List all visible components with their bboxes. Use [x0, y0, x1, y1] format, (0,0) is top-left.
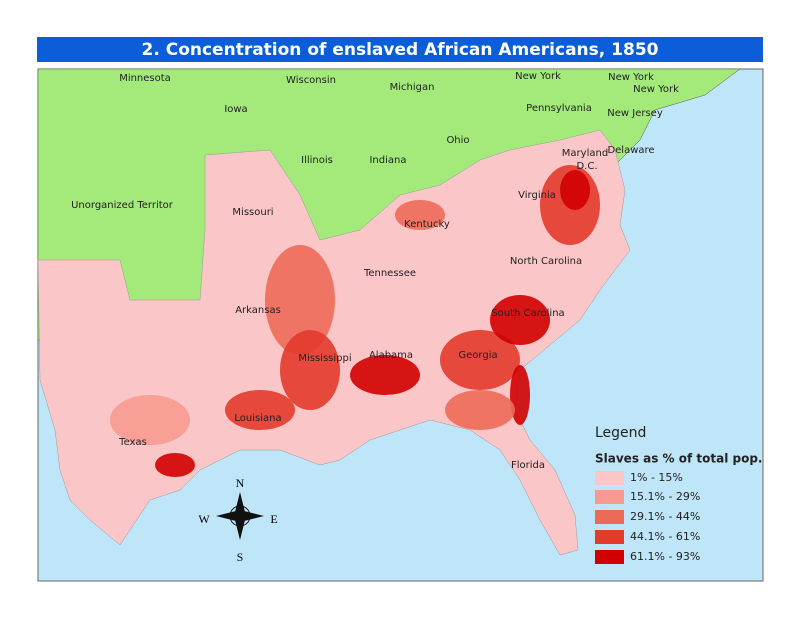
legend-label: 1% - 15%: [630, 471, 683, 484]
map: N S E W Minnesota Wisconsin Michigan New…: [37, 68, 764, 582]
slave-states: [37, 129, 631, 556]
concentration-areas: [110, 165, 600, 477]
compass-e: E: [270, 512, 277, 526]
state-label: Alabama: [369, 350, 413, 361]
state-label: New York: [608, 72, 654, 83]
state-label: Michigan: [390, 82, 435, 93]
state-label: Virginia: [518, 190, 556, 201]
title-bar: [37, 37, 763, 62]
state-label: Texas: [118, 437, 147, 448]
state-label: Arkansas: [235, 305, 281, 316]
legend-subtitle: Slaves as % of total pop.: [595, 452, 762, 466]
legend-title: Legend: [595, 425, 646, 441]
legend-label: 44.1% - 61%: [630, 530, 700, 543]
legend-label: 61.1% - 93%: [630, 550, 700, 563]
state-labels: Minnesota Wisconsin Michigan New York Ne…: [71, 71, 679, 471]
state-label: Illinois: [301, 155, 333, 166]
state-label: Iowa: [224, 104, 247, 115]
state-label: Georgia: [458, 350, 497, 361]
legend: Legend Slaves as % of total pop. 1% - 15…: [595, 425, 762, 564]
state-label: New York: [515, 71, 561, 82]
legend-label: 15.1% - 29%: [630, 490, 700, 503]
state-label: Unorganized Territor: [71, 200, 174, 211]
state-label: Indiana: [369, 155, 406, 166]
legend-swatch: [595, 510, 624, 524]
legend-swatch: [595, 490, 624, 504]
state-label: Maryland: [562, 148, 608, 159]
compass-w: W: [198, 512, 210, 526]
compass-rose: N S E W: [198, 476, 277, 564]
state-label: New York: [633, 84, 679, 95]
state-label: Kentucky: [404, 219, 450, 230]
map-title: 2. Concentration of enslaved African Ame…: [142, 40, 659, 60]
state-label: South Carolina: [491, 308, 564, 319]
state-label: North Carolina: [510, 256, 582, 267]
legend-swatch: [595, 530, 624, 544]
compass-s: S: [237, 550, 244, 564]
state-label: Pennsylvania: [526, 103, 592, 114]
state-label: Ohio: [446, 135, 469, 146]
compass-n: N: [236, 476, 245, 490]
state-label: Wisconsin: [286, 75, 336, 86]
state-label: Louisiana: [234, 413, 281, 424]
state-label: Delaware: [607, 145, 654, 156]
state-label: Tennessee: [363, 268, 416, 279]
legend-swatch: [595, 471, 624, 485]
state-label: Mississippi: [298, 353, 351, 364]
state-label: D.C.: [576, 161, 597, 172]
state-label: New Jersey: [607, 108, 663, 119]
state-label: Minnesota: [119, 73, 171, 84]
state-label: Florida: [511, 460, 545, 471]
legend-swatch: [595, 550, 624, 564]
legend-label: 29.1% - 44%: [630, 510, 700, 523]
state-label: Missouri: [232, 207, 273, 218]
